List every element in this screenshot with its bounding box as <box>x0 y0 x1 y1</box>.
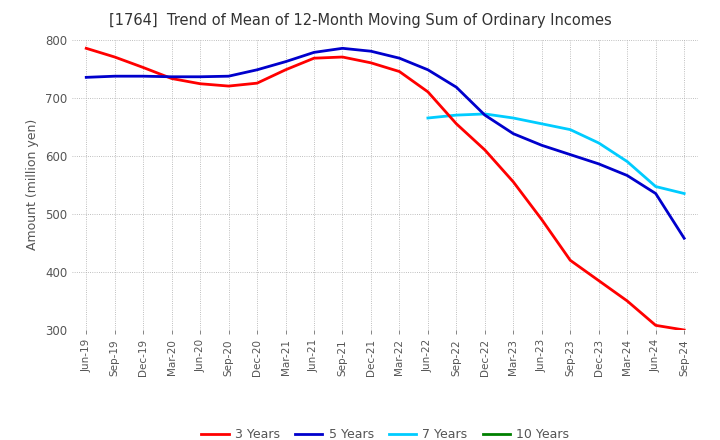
3 Years <box>480 147 489 153</box>
3 Years <box>82 46 91 51</box>
5 Years <box>566 152 575 157</box>
5 Years <box>595 161 603 166</box>
3 Years <box>395 69 404 74</box>
5 Years <box>139 73 148 79</box>
5 Years <box>282 59 290 64</box>
Legend: 3 Years, 5 Years, 7 Years, 10 Years: 3 Years, 5 Years, 7 Years, 10 Years <box>196 423 575 440</box>
5 Years <box>366 48 375 54</box>
7 Years <box>623 159 631 164</box>
7 Years <box>537 121 546 126</box>
Text: [1764]  Trend of Mean of 12-Month Moving Sum of Ordinary Incomes: [1764] Trend of Mean of 12-Month Moving … <box>109 13 611 28</box>
Y-axis label: Amount (million yen): Amount (million yen) <box>27 119 40 250</box>
5 Years <box>652 191 660 196</box>
7 Years <box>480 111 489 117</box>
7 Years <box>652 184 660 189</box>
5 Years <box>167 74 176 79</box>
5 Years <box>310 50 318 55</box>
3 Years <box>595 278 603 283</box>
5 Years <box>480 113 489 118</box>
Line: 7 Years: 7 Years <box>428 114 684 194</box>
5 Years <box>253 67 261 73</box>
3 Years <box>680 327 688 333</box>
5 Years <box>537 143 546 148</box>
5 Years <box>680 235 688 241</box>
5 Years <box>395 55 404 61</box>
3 Years <box>167 76 176 81</box>
3 Years <box>225 84 233 89</box>
5 Years <box>225 73 233 79</box>
3 Years <box>566 258 575 263</box>
3 Years <box>509 179 518 184</box>
3 Years <box>253 81 261 86</box>
5 Years <box>423 67 432 73</box>
5 Years <box>82 75 91 80</box>
3 Years <box>310 55 318 61</box>
3 Years <box>282 67 290 73</box>
7 Years <box>680 191 688 196</box>
3 Years <box>338 55 347 60</box>
3 Years <box>537 217 546 222</box>
3 Years <box>196 81 204 86</box>
5 Years <box>623 173 631 178</box>
7 Years <box>595 140 603 146</box>
7 Years <box>566 127 575 132</box>
3 Years <box>110 55 119 60</box>
3 Years <box>623 298 631 304</box>
5 Years <box>509 131 518 136</box>
3 Years <box>452 121 461 126</box>
3 Years <box>139 65 148 70</box>
5 Years <box>110 73 119 79</box>
Line: 3 Years: 3 Years <box>86 48 684 330</box>
5 Years <box>452 84 461 90</box>
5 Years <box>338 46 347 51</box>
Line: 5 Years: 5 Years <box>86 48 684 238</box>
7 Years <box>423 115 432 121</box>
3 Years <box>423 89 432 95</box>
3 Years <box>366 60 375 66</box>
7 Years <box>452 113 461 118</box>
3 Years <box>652 323 660 328</box>
7 Years <box>509 115 518 121</box>
5 Years <box>196 74 204 79</box>
